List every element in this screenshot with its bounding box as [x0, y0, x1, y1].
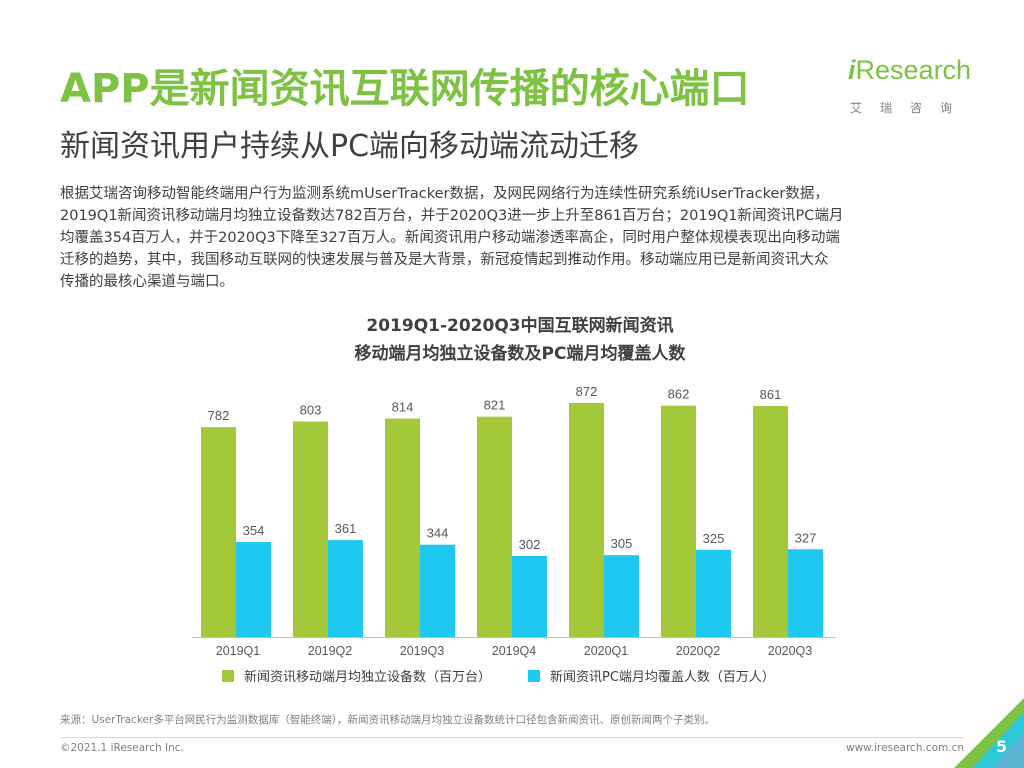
bar-mobile — [293, 421, 328, 637]
data-label-mobile: 803 — [300, 403, 322, 418]
data-label-mobile: 782 — [208, 408, 230, 423]
data-label-mobile: 861 — [760, 387, 782, 402]
bar-mobile — [201, 427, 236, 637]
x-tick-label: 2019Q3 — [400, 644, 445, 658]
bar-mobile — [569, 403, 604, 637]
logo-word-text: Research — [855, 55, 972, 85]
data-label-pc: 325 — [703, 531, 725, 546]
bar-mobile — [753, 405, 788, 637]
x-tick-label: 2019Q2 — [308, 644, 353, 658]
page-number: 5 — [996, 737, 1008, 756]
description-line: 迁移的趋势，其中，我国移动互联网的快速发展与普及是大背景，新冠疫情起到推动作用。… — [60, 252, 829, 268]
x-tick-label: 2019Q1 — [216, 644, 261, 658]
data-label-pc: 361 — [335, 521, 357, 536]
description-line: 根据艾瑞咨询移动智能终端用户行为监测系统mUserTracker数据，及网民网络… — [60, 186, 829, 202]
legend-label-mobile: 新闻资讯移动端月均独立设备数（百万台） — [244, 669, 491, 685]
source-note: 来源：UserTracker多平台网民行为监测数据库（智能终端），新闻资讯移动端… — [60, 714, 716, 726]
data-label-mobile: 821 — [484, 398, 506, 413]
data-label-pc: 327 — [795, 530, 817, 545]
bar-mobile — [477, 416, 512, 637]
legend-swatch-pc — [528, 670, 540, 682]
bar-pc — [420, 544, 455, 637]
bar-pc — [328, 540, 363, 637]
x-tick-label: 2020Q2 — [676, 644, 721, 658]
data-label-mobile: 862 — [668, 387, 690, 402]
data-label-pc: 354 — [243, 523, 265, 538]
description-paragraph: 根据艾瑞咨询移动智能终端用户行为监测系统mUserTracker数据，及网民网络… — [60, 183, 980, 293]
x-tick-label: 2020Q1 — [584, 644, 629, 658]
page-subtitle: 新闻资讯用户持续从PC端向移动端流动迁移 — [60, 129, 640, 164]
data-label-mobile: 814 — [392, 400, 414, 415]
data-label-pc: 344 — [427, 526, 449, 541]
bar-pc — [788, 549, 823, 637]
legend-swatch-mobile — [222, 670, 234, 682]
x-tick-label: 2020Q3 — [768, 644, 813, 658]
chart-title-line-2: 移动端月均独立设备数及PC端月均覆盖人数 — [354, 344, 686, 364]
logo-wordmark: iResearch — [848, 55, 972, 93]
description-line: 传播的最核心渠道与端口。 — [60, 274, 234, 290]
data-label-mobile: 872 — [576, 384, 598, 399]
chart-title: 2019Q1-2020Q3中国互联网新闻资讯 移动端月均独立设备数及PC端月均覆… — [220, 312, 820, 368]
legend-label-pc: 新闻资讯PC端月均覆盖人数（百万人） — [550, 669, 775, 685]
bar-pc — [604, 555, 639, 637]
footer-divider — [60, 737, 964, 738]
data-label-pc: 305 — [611, 536, 633, 551]
corner-decoration — [954, 698, 1024, 768]
bar-pc — [236, 542, 271, 637]
bar-pc — [512, 555, 547, 637]
website-link[interactable]: www.iresearch.com.cn — [846, 742, 965, 754]
bar-mobile — [385, 418, 420, 637]
copyright-text: ©2021.1 iResearch Inc. — [60, 742, 184, 754]
logo-i-letter: i — [848, 55, 856, 85]
x-tick-label: 2019Q4 — [492, 644, 537, 658]
bar-pc — [696, 549, 731, 637]
iresearch-logo: iResearch 艾瑞咨询 — [846, 55, 976, 117]
logo-chinese-name: 艾瑞咨询 — [850, 101, 971, 115]
description-line: 2019Q1新闻资讯移动端月均独立设备数达782百万台，并于2020Q3进一步上… — [60, 208, 844, 224]
page-title: APP是新闻资讯互联网传播的核心端口 — [60, 66, 750, 112]
chart-title-line-1: 2019Q1-2020Q3中国互联网新闻资讯 — [366, 316, 674, 336]
corner-teal-triangle — [992, 732, 1024, 768]
bar-mobile — [661, 405, 696, 637]
data-label-pc: 302 — [519, 537, 541, 552]
description-line: 均覆盖354百万人，并于2020Q3下降至327百万人。新闻资讯用户移动端渗透率… — [60, 230, 840, 246]
